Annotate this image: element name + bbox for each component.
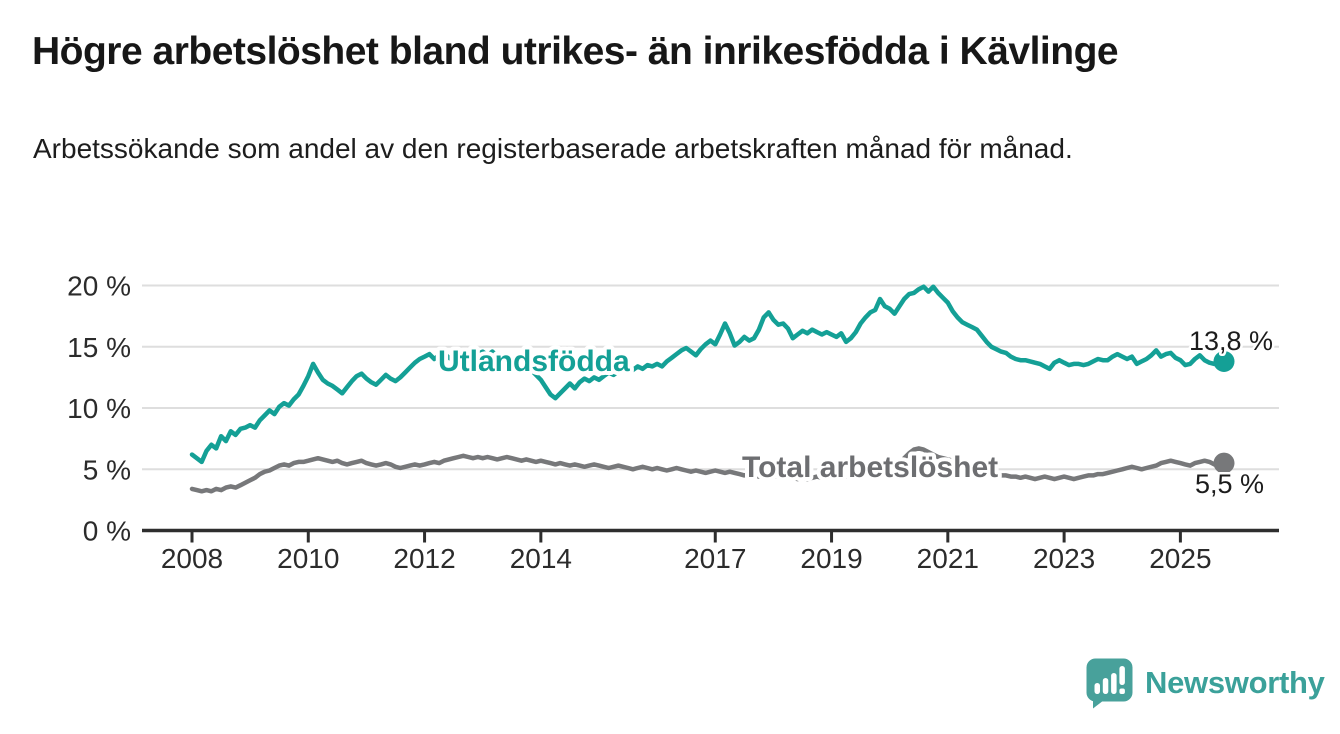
chart-title: Högre arbetslöshet bland utrikes- än inr… [32,30,1119,73]
x-axis-tick-label: 2023 [1033,543,1095,574]
y-axis-tick-label: 20 % [67,271,131,302]
end-value-label-utlandsfodda: 13,8 % [1189,326,1273,356]
x-axis-tick-label: 2019 [800,543,862,574]
series-end-dot-total-arbetsloshet [1213,452,1235,474]
x-axis-tick-label: 2021 [917,543,979,574]
chart-plot-area: 0 % 5 % 10 % 15 % 20 % 2008 2010 2012 2014 2017 20… [67,271,1279,574]
chart-annotations: Utlandsfödda Total arbetslöshet 13,8 % 5… [434,324,1276,502]
y-axis-tick-label: 15 % [67,332,131,363]
end-value-label-total-arbetsloshet: 5,5 % [1195,469,1264,499]
series-end-dot-utlandsfodda [1213,350,1235,372]
series-line-total-arbetsloshet [189,446,1227,494]
x-axis-tick-label: 2008 [161,543,223,574]
x-axis-tick-label: 2017 [684,543,746,574]
x-axis-tick-label: 2025 [1149,543,1211,574]
series-label-utlandsfodda: Utlandsfödda [438,345,630,378]
chart-subtitle: Arbetssökande som andel av den registerb… [33,133,1073,164]
x-axis-tick-label: 2010 [277,543,339,574]
newsworthy-logo-text: Newsworthy [1145,665,1325,700]
y-axis-tick-label: 5 % [83,454,131,485]
x-axis-tick-label: 2014 [510,543,572,574]
newsworthy-logo[interactable]: Newsworthy [1085,657,1325,709]
y-axis-tick-label: 10 % [67,393,131,424]
speech-bubble-chart-icon [1086,658,1133,709]
y-axis-tick-label: 0 % [83,516,131,547]
series-label-total-arbetsloshet: Total arbetslöshet [742,451,998,484]
series-line-utlandsfodda [189,284,1227,465]
x-axis-tick-label: 2012 [393,543,455,574]
